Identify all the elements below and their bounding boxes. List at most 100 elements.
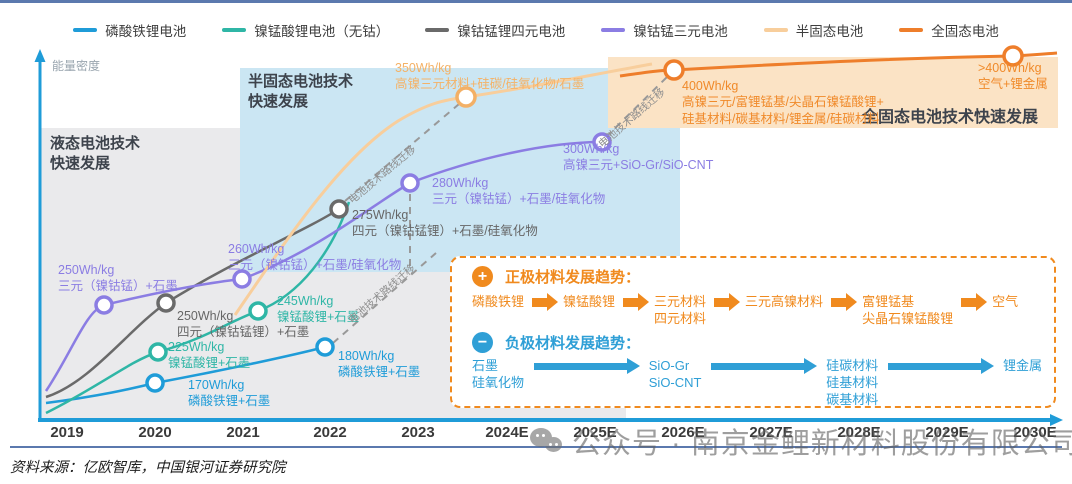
marker-tern-300 — [592, 132, 612, 152]
x-tick-2027e: 2027E — [749, 424, 793, 441]
point-value: 260Wh/kg — [228, 242, 285, 256]
y-axis-arrow-icon — [34, 49, 46, 62]
line-lnmo — [45, 201, 351, 415]
marker-quad-250 — [156, 293, 176, 313]
marker-lnmo-225 — [148, 342, 168, 362]
marker-quad-275 — [329, 199, 349, 219]
point-materials: 镍锰酸锂+石墨 — [277, 310, 360, 325]
point-value: 400Wh/kg — [682, 79, 739, 93]
anode-step: 硅碳材料 硅基材料 碳基材料 — [826, 358, 879, 407]
data-label-lnmo-245: 245Wh/kg 镍锰酸锂+石墨 — [277, 293, 359, 326]
region-title-all-solid: 全固态电池技术快速发展 — [862, 109, 1039, 126]
material-trend-box: + 正极材料发展趋势： 磷酸铁锂 镍锰酸锂 三元材料 四元材料 三元高镍材料 富… — [450, 256, 1056, 408]
watermark-text: 公众号 · 南京金鲤新材料股份有限公司 — [572, 428, 1072, 460]
point-value: 250Wh/kg — [58, 263, 115, 277]
marker-lfp-170 — [145, 373, 165, 393]
legend-label: 磷酸铁锂电池 — [105, 24, 187, 39]
cathode-step: 富锂锰基 尖晶石镍锰酸锂 — [862, 294, 954, 326]
legend-label: 镍锰酸锂电池（无钴） — [254, 24, 390, 39]
point-value: 275Wh/kg — [352, 208, 409, 222]
data-label-tern-300: 300Wh/kg 高镍三元+SiO-Gr/SiO-CNT — [563, 141, 713, 174]
chart-legend: 磷酸铁锂电池 镍锰酸锂电池（无钴） 镍钴锰锂四元电池 镍钴锰三元电池 半固态电池… — [0, 20, 1072, 40]
legend-item-quaternary: 镍钴锰锂四元电池 — [425, 20, 565, 40]
anode-trend-flow: 石墨 硅氧化物 SiO-Gr SiO-CNT 硅碳材料 硅基材料 碳基材料 锂金… — [472, 358, 1042, 409]
wechat-icon — [530, 426, 564, 456]
x-tick-2029e: 2029E — [925, 424, 969, 441]
legend-item-lnmo: 镍锰酸锂电池（无钴） — [222, 20, 389, 40]
cathode-step: 磷酸铁锂 — [472, 294, 525, 309]
x-tick-2024e: 2024E — [485, 424, 529, 441]
marker-lnmo-245 — [248, 301, 268, 321]
marker-tern-260 — [232, 269, 252, 289]
cathode-step: 三元材料 四元材料 — [654, 294, 707, 326]
anode-trend-header: − 负极材料发展趋势： — [472, 332, 640, 353]
x-axis-arrow-icon — [1050, 414, 1063, 426]
right-arrow-icon — [831, 293, 858, 311]
x-tick-2023: 2023 — [401, 424, 435, 441]
point-materials: 磷酸铁锂+石墨 — [188, 394, 271, 409]
x-tick-2022: 2022 — [313, 424, 347, 441]
right-arrow-icon — [532, 293, 559, 311]
line-ternary — [44, 140, 603, 392]
cathode-trend-header: + 正极材料发展趋势： — [472, 266, 640, 287]
point-value: >400Wh/kg — [978, 61, 1042, 75]
data-label-lnmo-225: 225Wh/kg 镍锰酸锂+石墨 — [168, 339, 250, 372]
point-value: 245Wh/kg — [277, 294, 334, 308]
marker-tern-280 — [400, 173, 420, 193]
legend-item-lfp: 磷酸铁锂电池 — [73, 20, 186, 40]
data-label-quad-275: 275Wh/kg 四元（镍钴锰锂）+石墨/硅氧化物 — [352, 207, 538, 240]
marker-solid-400 — [663, 59, 685, 81]
data-label-lfp-180: 180Wh/kg 磷酸铁锂+石墨 — [338, 348, 420, 381]
point-materials: 四元（镍钴锰锂）+石墨 — [177, 325, 310, 340]
x-tick-2020: 2020 — [138, 424, 172, 441]
legend-label: 半固态电池 — [795, 24, 864, 39]
long-right-arrow-icon — [711, 358, 817, 374]
point-materials: 三元（镍钴锰）+石墨 — [58, 279, 178, 294]
point-materials: 三元（镍钴锰）+石墨/硅氧化物 — [432, 192, 606, 207]
data-label-lfp-170: 170Wh/kg 磷酸铁锂+石墨 — [188, 377, 270, 410]
long-right-arrow-icon — [888, 358, 994, 374]
point-value: 300Wh/kg — [563, 142, 620, 156]
x-tick-2026e: 2026E — [661, 424, 705, 441]
footer-divider — [10, 446, 1062, 448]
data-label-quad-250: 250Wh/kg 四元（镍钴锰锂）+石墨 — [177, 308, 309, 341]
long-right-arrow-icon — [534, 358, 640, 374]
cathode-step: 镍锰酸锂 — [563, 294, 616, 309]
data-label-tern-260: 260Wh/kg 三元（镍钴锰）+石墨/硅氧化物 — [228, 241, 401, 274]
data-label-solid-400: 400Wh/kg 高镍三元/富锂锰基/尖晶石镍锰酸锂+ 硅基材料/碳基材料/锂金… — [682, 78, 884, 127]
migration-dashed-lines — [332, 76, 668, 344]
point-materials: 四元（镍钴锰锂）+石墨/硅氧化物 — [352, 224, 538, 239]
right-arrow-icon — [714, 293, 741, 311]
point-value: 250Wh/kg — [177, 309, 234, 323]
x-tick-2030e: 2030E — [1013, 424, 1057, 441]
legend-label: 全固态电池 — [931, 24, 999, 39]
anode-step: SiO-Gr SiO-CNT — [648, 358, 702, 390]
marker-solid-400plus — [1002, 45, 1024, 67]
y-axis-label: 能量密度 — [52, 59, 101, 73]
top-divider — [0, 0, 1072, 3]
point-materials: 空气+锂金属 — [978, 77, 1048, 92]
legend-swatch-lfp — [73, 28, 98, 32]
point-materials: 高镍三元/富锂锰基/尖晶石镍锰酸锂+ 硅基材料/碳基材料/锂金属/硅碳材料 — [682, 95, 884, 126]
cathode-step: 三元高镍材料 — [745, 294, 824, 309]
marker-lfp-180 — [315, 337, 335, 357]
legend-swatch-quaternary — [425, 28, 450, 32]
anode-trend-title: 负极材料发展趋势： — [505, 335, 641, 352]
anode-step: 石墨 硅氧化物 — [472, 358, 525, 390]
marker-tern-250 — [94, 295, 114, 315]
legend-swatch-ternary — [601, 28, 626, 32]
point-value: 170Wh/kg — [188, 378, 245, 392]
cathode-trend-flow: 磷酸铁锂 镍锰酸锂 三元材料 四元材料 三元高镍材料 富锂锰基 尖晶石镍锰酸锂 … — [472, 293, 1042, 328]
x-tick-2025e: 2025E — [573, 424, 617, 441]
watermark: 公众号 · 南京金鲤新材料股份有限公司 — [530, 420, 1072, 462]
x-tick-2019: 2019 — [50, 424, 84, 441]
legend-label: 镍钴锰三元电池 — [633, 24, 728, 39]
point-materials: 镍锰酸锂+石墨 — [168, 356, 251, 371]
point-materials: 三元（镍钴锰）+石墨/硅氧化物 — [228, 258, 402, 273]
cathode-step: 空气 — [992, 294, 1019, 309]
region-title-semi-solid: 半固态电池技术 快速发展 — [248, 73, 354, 111]
legend-item-allsolid: 全固态电池 — [899, 20, 999, 40]
data-label-semi-350: 350Wh/kg 高镍三元材料+硅碳/硅氧化物/石墨 — [395, 60, 584, 93]
point-materials: 高镍三元材料+硅碳/硅氧化物/石墨 — [395, 77, 585, 92]
legend-swatch-allsolid — [899, 28, 924, 32]
